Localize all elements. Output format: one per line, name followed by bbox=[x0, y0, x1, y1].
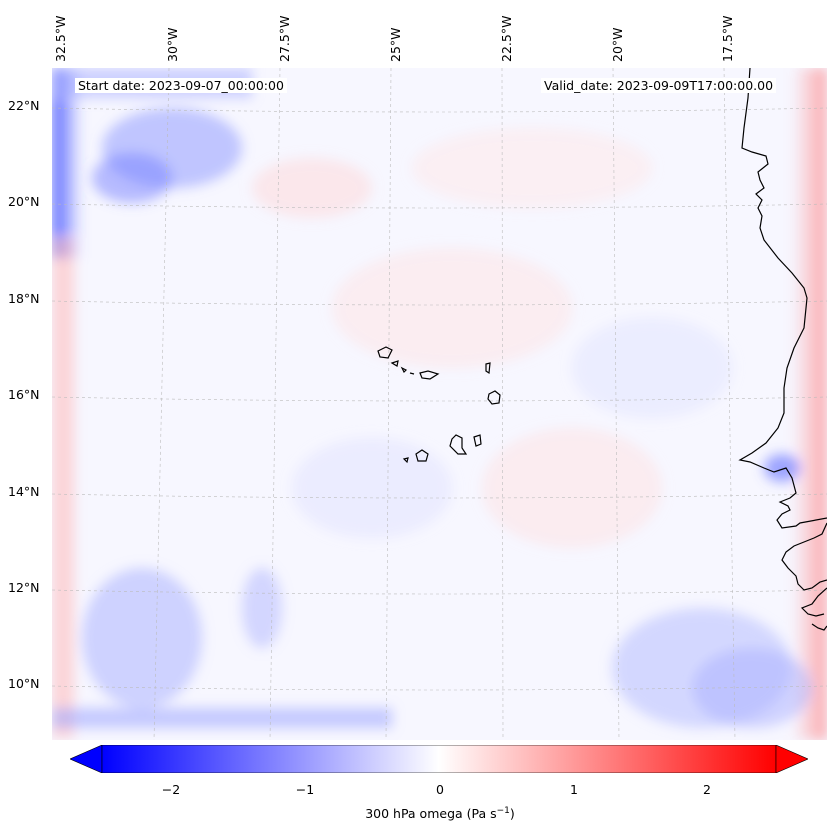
lat-label-18n: 18°N bbox=[8, 291, 40, 306]
colorbar-bar bbox=[101, 745, 777, 773]
colorbar-label-sup: −1 bbox=[496, 806, 510, 816]
valid-date-label: Valid_date: 2023-09-09T17:00:00.00 bbox=[541, 78, 777, 93]
colorbar-arrow-left bbox=[70, 745, 103, 773]
colorbar-label-end: ) bbox=[509, 806, 515, 822]
lat-label-10n: 10°N bbox=[8, 676, 40, 691]
africa-coastline-south bbox=[781, 522, 827, 631]
lat-label-14n: 14°N bbox=[8, 484, 40, 499]
start-date-label: Start date: 2023-09-07_00:00:00 bbox=[75, 78, 287, 93]
lat-label-12n: 12°N bbox=[8, 580, 40, 595]
lon-label-32-5w: 32.5°W bbox=[53, 15, 68, 62]
lon-label-30w: 30°W bbox=[165, 27, 180, 62]
graticule bbox=[52, 68, 827, 740]
colorbar-label: 300 hPa omega (Pa s−1) bbox=[0, 806, 837, 821]
colorbar-tick-neg2: −2 bbox=[161, 782, 181, 797]
islands-coastline bbox=[377, 346, 501, 464]
lon-label-20w: 20°W bbox=[610, 27, 625, 62]
colorbar-tick-1: 1 bbox=[570, 782, 578, 797]
lat-label-16n: 16°N bbox=[8, 387, 40, 402]
colorbar-arrow-right bbox=[775, 745, 808, 773]
lat-label-20n: 20°N bbox=[8, 194, 40, 209]
lon-label-27-5w: 27.5°W bbox=[277, 15, 292, 62]
lon-label-17-5w: 17.5°W bbox=[720, 15, 735, 62]
africa-coastline bbox=[738, 68, 827, 529]
colorbar bbox=[70, 745, 808, 773]
colorbar-label-main: 300 hPa omega (Pa s bbox=[365, 806, 497, 822]
lat-label-22n: 22°N bbox=[8, 98, 40, 113]
colorbar-tick-2: 2 bbox=[703, 782, 711, 797]
colorbar-tick-0: 0 bbox=[436, 782, 444, 797]
colorbar-tick-neg1: −1 bbox=[295, 782, 315, 797]
map-panel bbox=[52, 68, 827, 740]
omega-field-map bbox=[52, 68, 827, 740]
field-blobs bbox=[52, 68, 827, 740]
lon-label-25w: 25°W bbox=[388, 27, 403, 62]
lon-label-22-5w: 22.5°W bbox=[499, 15, 514, 62]
